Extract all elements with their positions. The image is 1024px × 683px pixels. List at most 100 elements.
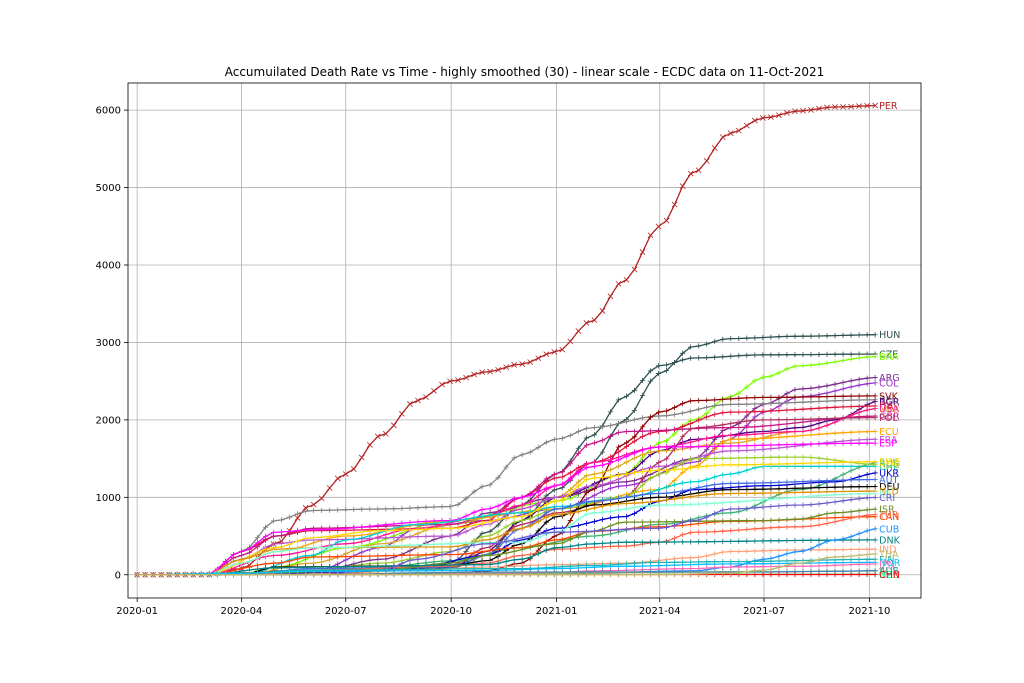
data-point [752, 455, 758, 461]
data-point [720, 336, 726, 342]
data-point [712, 518, 718, 524]
data-point [327, 554, 333, 560]
data-point [704, 539, 710, 545]
data-point [639, 447, 646, 453]
data-point [487, 547, 493, 554]
data-point [816, 485, 822, 491]
data-point [671, 201, 678, 208]
data-point [767, 114, 774, 121]
data-point [744, 424, 750, 430]
data-point [359, 553, 365, 559]
data-point [808, 427, 814, 433]
data-point [832, 459, 838, 465]
data-point [286, 547, 293, 553]
series-label-col: COL [879, 378, 899, 389]
data-point [607, 422, 614, 429]
data-point [567, 461, 573, 467]
data-point [712, 423, 718, 429]
data-point [784, 352, 790, 358]
data-point [712, 510, 718, 516]
x-tick-label: 2021-01 [536, 606, 578, 617]
data-point [784, 429, 790, 435]
data-point [166, 572, 172, 578]
series-layer [134, 102, 879, 578]
data-point [784, 407, 790, 413]
data-point [784, 400, 790, 406]
data-point [816, 361, 822, 367]
data-point [848, 546, 854, 553]
data-point [623, 453, 630, 460]
data-point [286, 541, 293, 547]
data-point [872, 476, 878, 483]
data-point [784, 479, 790, 485]
y-tick-label: 6000 [96, 106, 121, 117]
series-label-ita: ITA [879, 401, 894, 412]
data-point [688, 439, 694, 445]
data-point [760, 567, 766, 573]
data-point [808, 559, 814, 565]
data-point [672, 412, 678, 418]
data-point [390, 422, 397, 429]
data-point [559, 469, 565, 475]
series-tha [134, 551, 878, 578]
data-point [407, 527, 413, 533]
data-point [583, 442, 589, 448]
data-point [567, 470, 573, 476]
data-point [808, 333, 814, 339]
plot-frame [127, 82, 922, 599]
data-point [599, 470, 606, 476]
series-label-nld: NLD [879, 487, 899, 498]
data-point [551, 348, 558, 355]
data-point [479, 541, 485, 547]
data-point [174, 572, 180, 578]
data-point [311, 507, 317, 514]
data-point [680, 495, 686, 501]
data-point [800, 489, 806, 495]
data-point [720, 462, 726, 468]
data-point [623, 483, 630, 489]
data-point [680, 480, 686, 486]
data-point [792, 549, 798, 555]
data-point [591, 492, 598, 498]
data-point [720, 455, 726, 461]
data-point [736, 424, 742, 431]
data-point [471, 515, 477, 521]
data-point [423, 572, 429, 578]
data-point [824, 104, 830, 111]
data-point [407, 542, 413, 548]
data-point [495, 503, 501, 509]
data-point [832, 440, 838, 447]
data-point [744, 335, 750, 341]
data-point [607, 540, 614, 546]
data-point [519, 556, 525, 562]
data-point [511, 514, 517, 520]
data-point [583, 483, 589, 490]
data-point [848, 553, 854, 559]
data-point [816, 537, 822, 543]
data-point [543, 485, 549, 491]
data-point [399, 527, 405, 533]
data-point [591, 432, 598, 438]
data-point [246, 572, 253, 578]
data-point [447, 549, 453, 555]
data-point [824, 398, 830, 404]
series-markers-bel [134, 397, 878, 578]
data-point [335, 526, 341, 532]
data-point [744, 505, 750, 511]
data-point [479, 369, 485, 376]
data-point [696, 501, 702, 507]
data-point [543, 519, 549, 525]
data-point [864, 546, 870, 552]
data-point [535, 572, 541, 578]
data-point [752, 442, 758, 449]
data-point [816, 547, 822, 553]
data-point [736, 448, 742, 454]
data-point [495, 529, 501, 535]
data-point [286, 572, 293, 578]
data-point [792, 516, 798, 522]
data-point [607, 572, 614, 578]
data-point [527, 359, 534, 365]
x-tick-label: 2021-04 [639, 606, 681, 617]
data-point [824, 547, 830, 553]
data-point [631, 266, 638, 273]
